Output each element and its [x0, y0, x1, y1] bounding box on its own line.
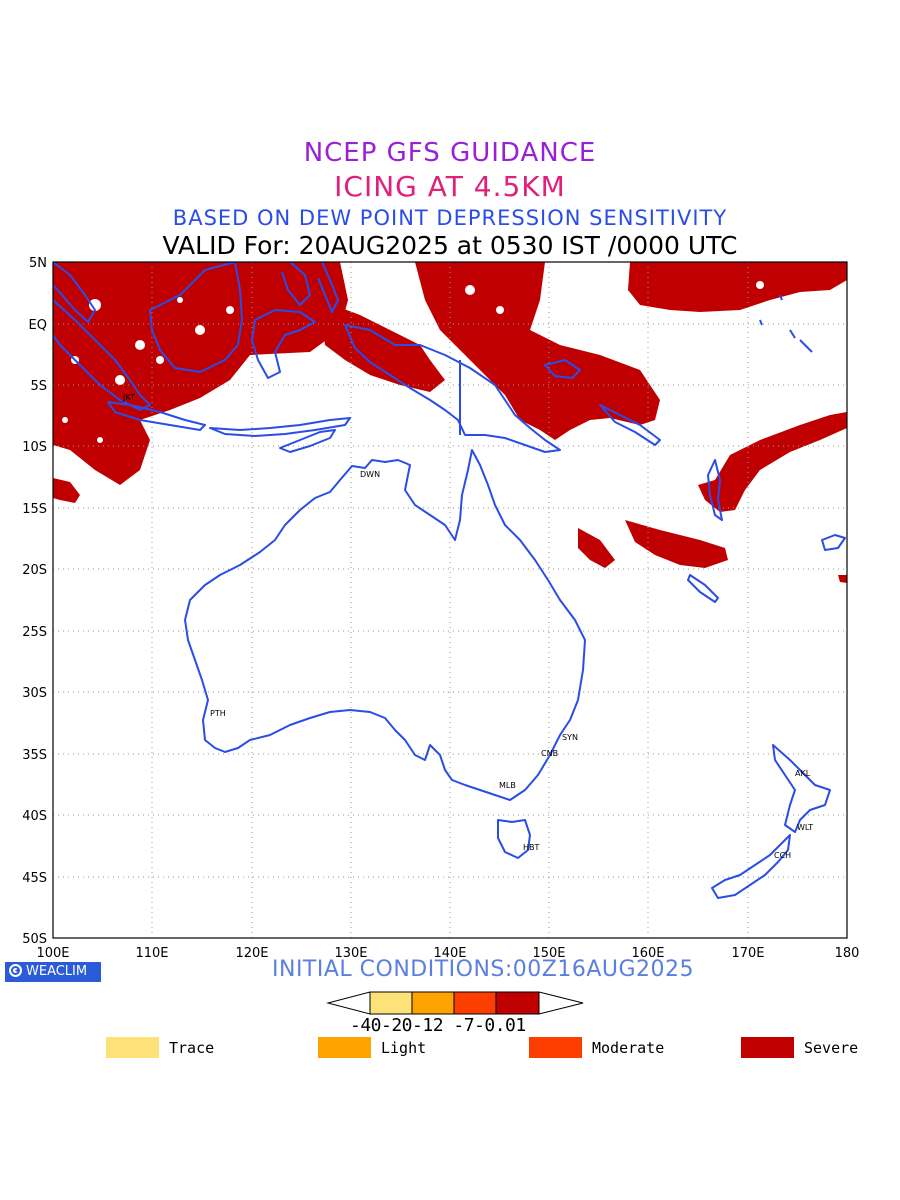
legend-swatch-severe: [741, 1037, 794, 1058]
lat-tick-label: 35S: [22, 748, 47, 763]
lon-tick-label: 120E: [235, 946, 268, 961]
icing-region-new-guinea: [415, 262, 660, 440]
lat-tick-label: 5N: [29, 256, 47, 271]
legend-swatch-moderate: [529, 1037, 582, 1058]
coastline-vanuatu: [707, 459, 723, 521]
title-product: ICING AT 4.5KM: [334, 170, 566, 203]
lon-tick-label: 140E: [433, 946, 466, 961]
icing-region-coral-sea: [625, 520, 728, 568]
city-label-cch: CCH: [774, 851, 791, 860]
city-label-pth: PTH: [210, 709, 226, 718]
lon-tick-label: 130E: [334, 946, 367, 961]
lon-tick-label: 150E: [532, 946, 565, 961]
weaclim-logo: WEACLIM: [5, 962, 101, 982]
coastline-ocean-islands: [759, 294, 813, 353]
lat-tick-label: 50S: [22, 932, 47, 947]
city-label-wlt: WLT: [797, 823, 813, 832]
coastline-new-zealand-north: [772, 744, 831, 833]
title-valid-time: VALID For: 20AUG2025 at 0530 IST /0000 U…: [162, 231, 738, 260]
legend-label-light: Light: [381, 1039, 427, 1057]
coastline-borneo: [149, 262, 243, 373]
coastline-sumatra: [53, 299, 151, 411]
coastline-malay-peninsula: [53, 262, 96, 323]
lat-tick-labels: 5N EQ 5S 10S 15S 20S 25S 30S 35S 40S 45S…: [22, 256, 47, 947]
legend-label-severe: Severe: [804, 1039, 859, 1057]
icing-region-sumatra-south: [53, 478, 80, 503]
coastline-philippines: [281, 262, 311, 306]
lat-tick-label: 40S: [22, 809, 47, 824]
lat-tick-label: 15S: [22, 502, 47, 517]
city-label-cnb: CNB: [541, 749, 558, 758]
colorbar: [326, 991, 584, 1015]
coastline-new-guinea: [344, 324, 561, 453]
lat-tick-label: 5S: [30, 379, 47, 394]
coastlines: [53, 262, 846, 899]
coastline-australia: [184, 449, 586, 801]
icing-region-indonesia-west: [53, 262, 348, 485]
coastline-fiji: [821, 534, 846, 551]
coastline-java: [107, 401, 206, 431]
coastline-lesser-sunda: [209, 417, 351, 437]
icing-region-vanuatu: [698, 412, 847, 512]
title-method: BASED ON DEW POINT DEPRESSION SENSITIVIT…: [172, 206, 728, 230]
legend-label-trace: Trace: [169, 1039, 215, 1057]
title-model: NCEP GFS GUIDANCE: [303, 138, 597, 168]
icing-region-east-edge: [838, 575, 847, 583]
legend-swatch-light: [318, 1037, 371, 1058]
lon-tick-label: 180: [835, 946, 860, 961]
coastline-new-zealand-south: [711, 834, 791, 899]
city-label-mlb: MLB: [499, 781, 516, 790]
initial-conditions-label: INITIAL CONDITIONS:00Z16AUG2025: [272, 957, 695, 982]
lat-tick-label: EQ: [29, 318, 47, 333]
colorbar-swatch-trace: [369, 991, 413, 1015]
lat-tick-label: 45S: [22, 871, 47, 886]
lon-tick-label: 100E: [36, 946, 69, 961]
weaclim-logo-text: WEACLIM: [26, 964, 88, 979]
coastline-new-britain: [544, 359, 581, 379]
coastline-new-caledonia: [687, 574, 719, 603]
city-label-jkt: JKT: [122, 393, 135, 402]
coastline-sulawesi: [251, 309, 316, 379]
legend-label-moderate: Moderate: [592, 1039, 665, 1057]
icing-region-coral-sea-west: [578, 528, 615, 568]
coastline-tasmania: [497, 819, 531, 859]
coastline-timor: [279, 429, 336, 453]
city-label-syn: SYN: [562, 733, 578, 742]
city-label-hbt: HBT: [523, 843, 540, 852]
colorbar-tick-labels: -40-20-12 -7-0.01: [350, 1015, 526, 1036]
weaclim-logo-icon: [9, 964, 22, 977]
lat-tick-label: 10S: [22, 440, 47, 455]
map-frame: [52, 261, 848, 939]
icing-region-north-pacific: [628, 262, 847, 312]
city-label-dwn: DWN: [360, 470, 380, 479]
city-labels: JKT DWN PTH SYN CNB MLB HBT AKL WLT CCH: [122, 393, 813, 860]
colorbar-swatch-light: [411, 991, 455, 1015]
lat-tick-label: 30S: [22, 686, 47, 701]
legend-swatch-trace: [106, 1037, 159, 1058]
colorbar-arrow-left: [326, 991, 371, 1015]
colorbar-arrow-right: [538, 991, 584, 1015]
colorbar-swatch-severe: [495, 991, 540, 1015]
lat-tick-label: 25S: [22, 625, 47, 640]
lon-tick-label: 160E: [631, 946, 664, 961]
lon-tick-label: 170E: [731, 946, 764, 961]
lon-tick-labels: 100E 110E 120E 130E 140E 150E 160E 170E …: [36, 946, 859, 961]
city-label-akl: AKL: [795, 769, 811, 778]
icing-gaps: [62, 281, 764, 443]
colorbar-swatch-moderate: [453, 991, 497, 1015]
lat-tick-label: 20S: [22, 563, 47, 578]
lon-tick-label: 110E: [135, 946, 168, 961]
coastline-halmahera: [317, 262, 339, 313]
coastline-solomon: [599, 404, 661, 446]
